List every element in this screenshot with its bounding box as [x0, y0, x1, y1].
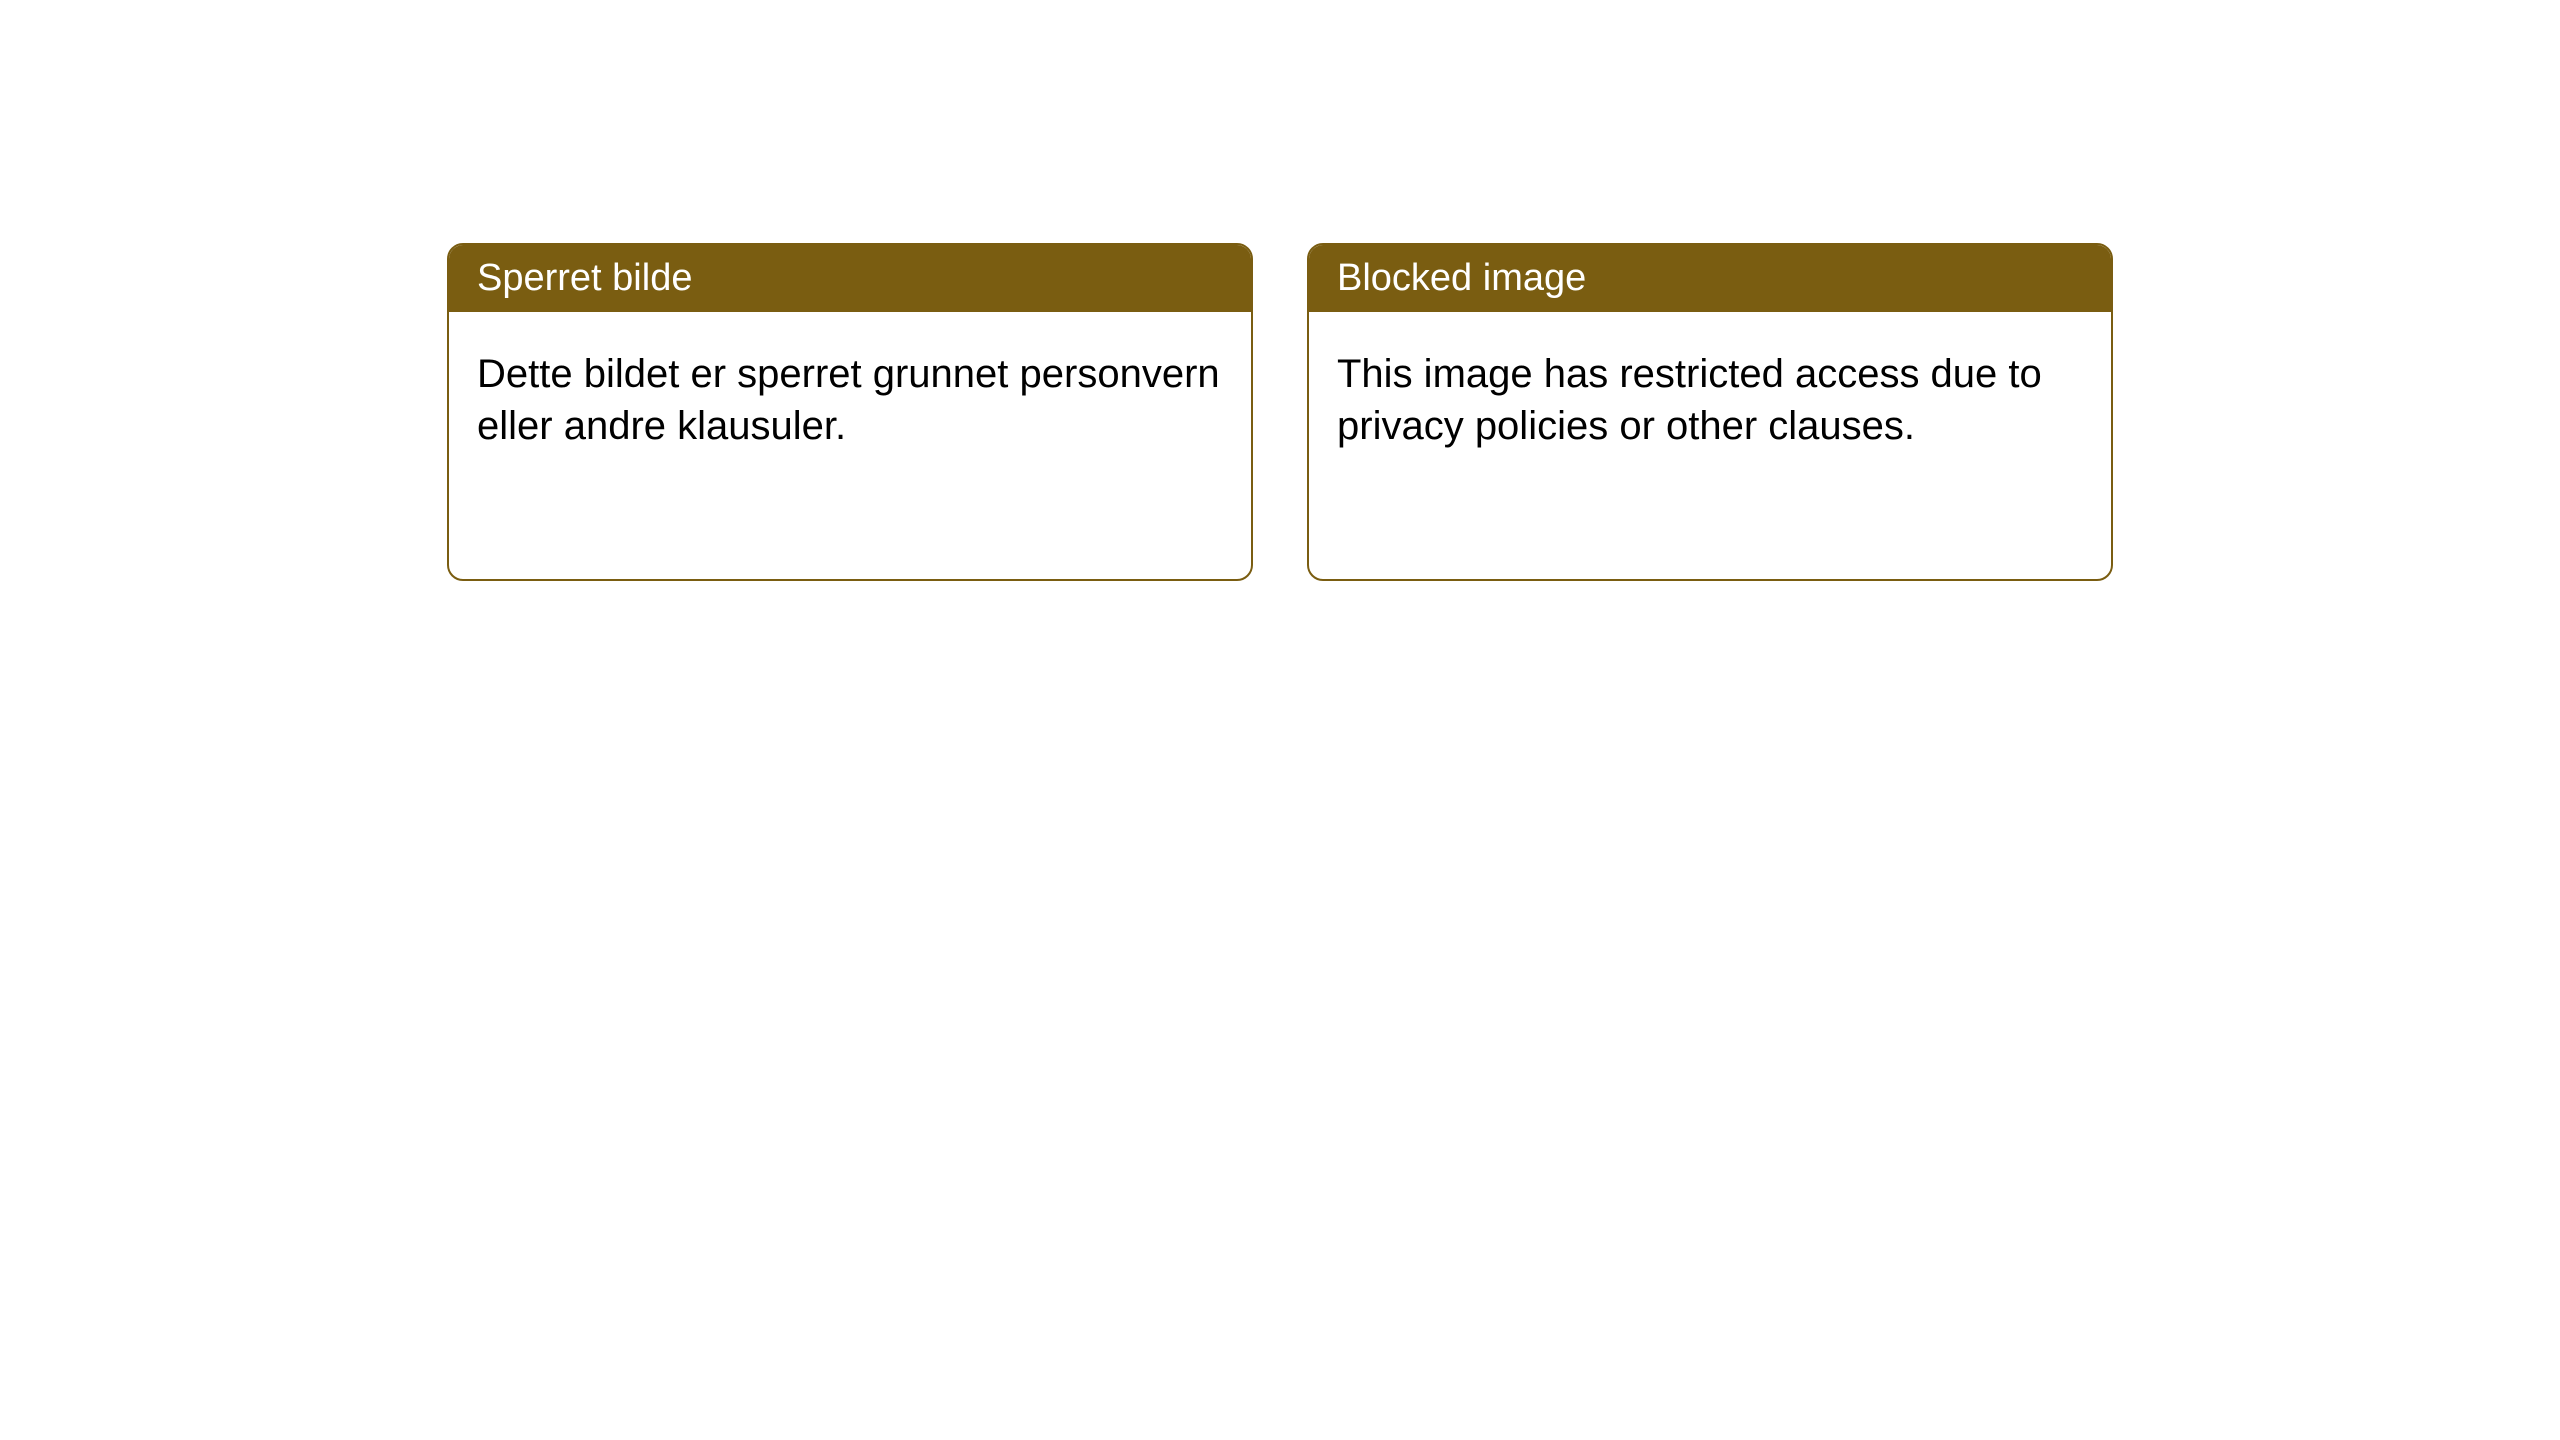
card-body-no: Dette bildet er sperret grunnet personve… — [449, 312, 1251, 488]
card-header-en: Blocked image — [1309, 245, 2111, 312]
card-title-en: Blocked image — [1337, 257, 1586, 299]
cards-container: Sperret bilde Dette bildet er sperret gr… — [447, 243, 2113, 1440]
card-body-text-en: This image has restricted access due to … — [1337, 352, 2042, 448]
card-body-text-no: Dette bildet er sperret grunnet personve… — [477, 352, 1220, 448]
notice-card-en: Blocked image This image has restricted … — [1307, 243, 2113, 581]
card-body-en: This image has restricted access due to … — [1309, 312, 2111, 488]
card-title-no: Sperret bilde — [477, 257, 692, 299]
card-header-no: Sperret bilde — [449, 245, 1251, 312]
notice-card-no: Sperret bilde Dette bildet er sperret gr… — [447, 243, 1253, 581]
